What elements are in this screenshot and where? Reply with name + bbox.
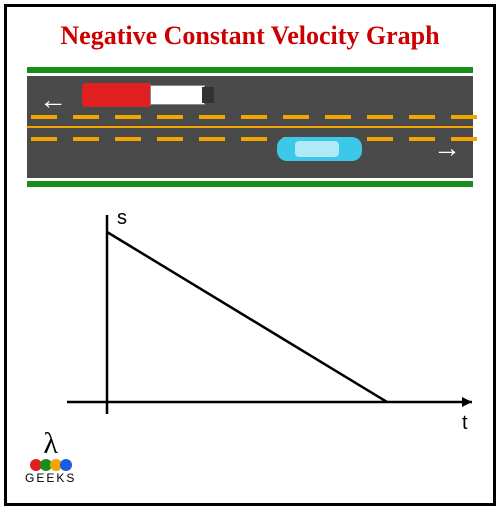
road-illustration: ← → [27, 67, 473, 187]
x-axis-arrow-icon [462, 397, 472, 407]
truck-trailer [150, 85, 205, 105]
car-window [295, 141, 339, 157]
page-title: Negative Constant Velocity Graph [7, 7, 493, 61]
road-edge-bottom [27, 178, 473, 181]
velocity-chart: s t [67, 207, 463, 437]
logo-colors [25, 461, 76, 469]
frame: Negative Constant Velocity Graph ← → [4, 4, 496, 506]
geeks-logo: λ GEEKS [25, 427, 76, 485]
arrow-left-icon: ← [39, 85, 67, 117]
center-line [27, 126, 473, 128]
x-axis-label: t [462, 412, 468, 435]
car-icon [277, 137, 362, 161]
y-axis-label: s [117, 207, 127, 230]
arrow-right-icon: → [433, 133, 461, 165]
grass-bottom [27, 181, 473, 187]
road: ← → [27, 67, 473, 187]
logo-ball-4 [60, 459, 72, 471]
truck-icon [82, 83, 217, 107]
lambda-icon: λ [25, 427, 76, 461]
lane-dashes-bottom [27, 137, 473, 141]
truck-cab [82, 83, 152, 107]
logo-text: GEEKS [25, 471, 76, 485]
data-line [107, 232, 387, 402]
lane-dashes-top [27, 115, 473, 119]
truck-wheels [202, 87, 214, 103]
chart-svg [67, 207, 477, 437]
